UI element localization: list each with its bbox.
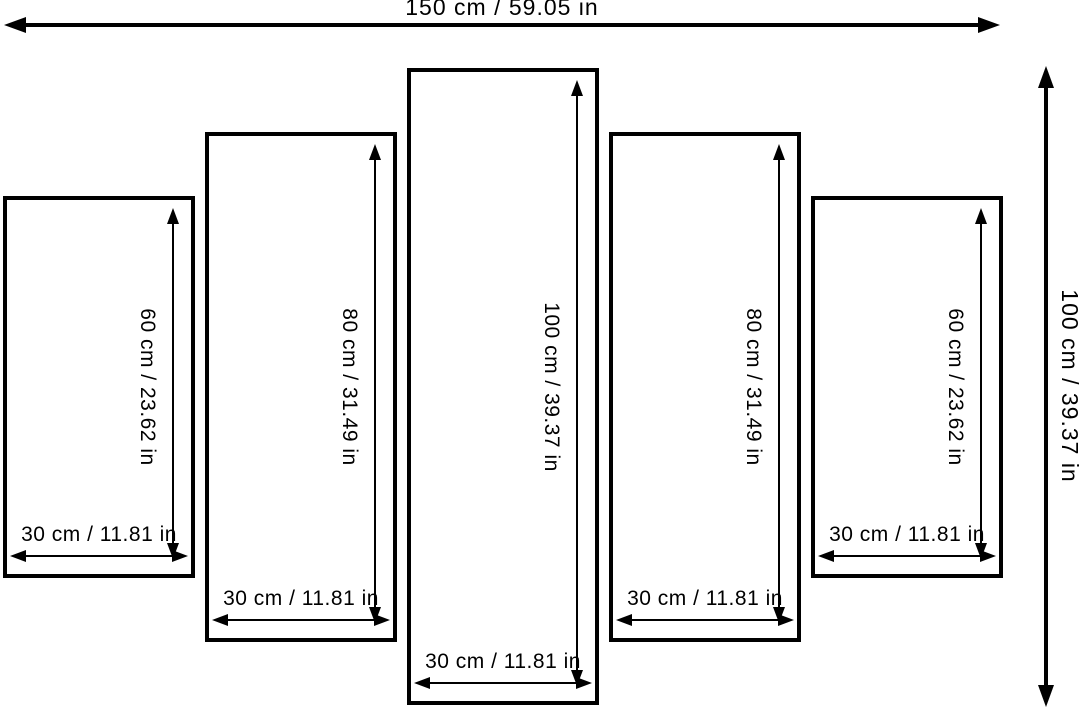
panel-width-label: 30 cm / 11.81 in: [425, 650, 581, 673]
panel-width-arrow: [10, 548, 188, 564]
panel-width-arrow: [212, 612, 390, 628]
panel-height-arrow: [771, 144, 787, 623]
panel-width-arrow: [414, 675, 592, 691]
panel-2: 80 cm / 31.49 in 30 cm / 11.81 in: [205, 132, 397, 642]
panel-height-label: 60 cm / 23.62 in: [136, 308, 159, 466]
arrowhead-up-icon: [1038, 66, 1054, 88]
panel-3: 100 cm / 39.37 in 30 cm / 11.81 in: [407, 68, 599, 705]
arrowhead-left-icon: [4, 17, 26, 33]
panel-5: 60 cm / 23.62 in 30 cm / 11.81 in: [811, 196, 1003, 578]
overall-height-label: 100 cm / 39.37 in: [1057, 289, 1080, 483]
arrowhead-right-icon: [978, 17, 1000, 33]
overall-width-dimension: 150 cm / 59.05 in: [4, 0, 1000, 44]
panel-1: 60 cm / 23.62 in 30 cm / 11.81 in: [3, 196, 195, 578]
overall-height-dimension: [1036, 66, 1056, 707]
panel-height-arrow: [569, 80, 585, 686]
panel-height-label: 100 cm / 39.37 in: [540, 301, 563, 472]
overall-width-label: 150 cm / 59.05 in: [405, 0, 599, 20]
panel-width-label: 30 cm / 11.81 in: [223, 587, 379, 610]
panel-height-arrow: [165, 208, 181, 559]
panel-4: 80 cm / 31.49 in 30 cm / 11.81 in: [609, 132, 801, 642]
panel-height-arrow: [973, 208, 989, 559]
panel-width-arrow: [616, 612, 794, 628]
panel-height-label: 80 cm / 31.49 in: [742, 308, 765, 466]
overall-height-dimension-line: [1044, 82, 1048, 691]
panel-width-arrow: [818, 548, 996, 564]
panel-width-label: 30 cm / 11.81 in: [21, 523, 177, 546]
panel-height-arrow: [367, 144, 383, 623]
panel-height-label: 80 cm / 31.49 in: [338, 308, 361, 466]
panel-width-label: 30 cm / 11.81 in: [627, 587, 783, 610]
arrowhead-down-icon: [1038, 685, 1054, 707]
panel-height-label: 60 cm / 23.62 in: [944, 308, 967, 466]
panel-width-label: 30 cm / 11.81 in: [829, 523, 985, 546]
overall-width-dimension-line: [20, 23, 984, 27]
